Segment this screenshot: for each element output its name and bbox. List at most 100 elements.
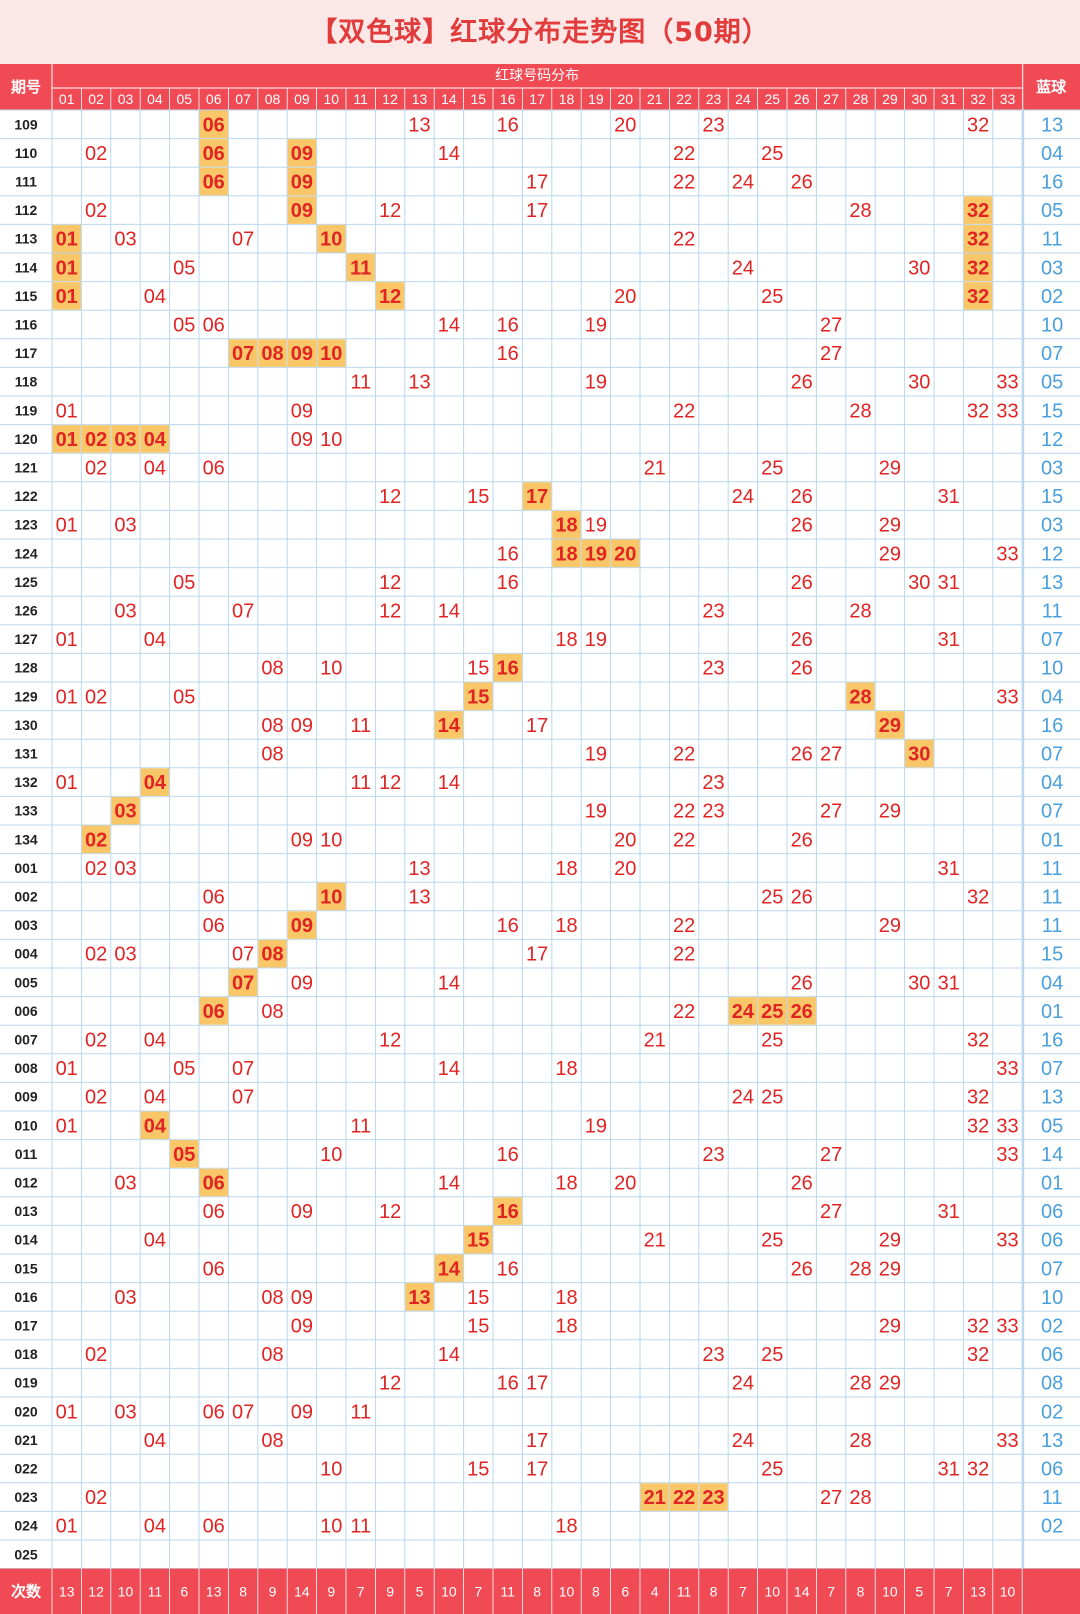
column-header-24: 24 (735, 91, 751, 107)
red-ball-number: 09 (291, 715, 313, 737)
count-value: 7 (739, 1583, 747, 1599)
highlight-cell (228, 339, 258, 367)
blue-ball-number: 05 (1041, 200, 1063, 222)
red-ball-number: 16 (497, 915, 519, 937)
red-ball-number: 04 (144, 286, 166, 308)
red-ball-number: 25 (761, 143, 783, 165)
blue-ball-number: 12 (1041, 429, 1063, 451)
red-ball-number: 26 (791, 629, 813, 651)
highlight-cell (52, 253, 81, 282)
highlight-cell (963, 253, 993, 282)
red-ball-number: 30 (908, 744, 930, 766)
red-ball-number: 22 (673, 1487, 695, 1509)
red-ball-number: 15 (467, 1230, 489, 1252)
red-ball-number: 07 (232, 1087, 254, 1109)
red-ball-number: 16 (497, 572, 519, 594)
red-ball-number: 33 (996, 1430, 1018, 1452)
red-ball-number: 33 (996, 1230, 1018, 1252)
red-ball-number: 32 (967, 286, 989, 308)
red-ball-number: 10 (320, 1459, 342, 1481)
red-ball-number: 32 (967, 257, 989, 279)
red-ball-number: 27 (820, 1144, 842, 1166)
count-value: 8 (592, 1583, 600, 1599)
red-ball-number: 10 (320, 887, 342, 909)
blue-ball-number: 07 (1041, 744, 1063, 766)
red-ball-number: 22 (673, 829, 695, 851)
blue-ball-number: 03 (1041, 458, 1063, 480)
red-ball-number: 25 (761, 458, 783, 480)
red-ball-number: 12 (379, 1373, 401, 1395)
period-header: 期号 (11, 78, 41, 96)
red-ball-number: 18 (555, 1316, 577, 1338)
red-ball-number: 10 (320, 429, 342, 451)
red-ball-number: 16 (497, 315, 519, 337)
highlight-cell (758, 997, 787, 1025)
blue-header-cell (1023, 64, 1080, 110)
red-ball-number: 17 (526, 172, 548, 194)
red-ball-number: 32 (967, 1030, 989, 1052)
column-header-29: 29 (882, 91, 898, 107)
red-ball-number: 11 (350, 372, 371, 394)
red-ball-number: 14 (438, 1258, 461, 1280)
highlight-cell (317, 339, 346, 367)
red-ball-number: 26 (791, 887, 813, 909)
period-label: 134 (14, 831, 38, 847)
red-ball-number: 04 (144, 1430, 166, 1452)
red-ball-number: 21 (644, 458, 666, 480)
period-label: 001 (14, 860, 38, 876)
highlight-cell (464, 682, 493, 711)
red-ball-number: 24 (732, 486, 754, 508)
red-ball-number: 25 (761, 1001, 783, 1023)
blue-ball-number: 02 (1041, 1316, 1063, 1338)
red-ball-number: 02 (85, 1344, 107, 1366)
count-value: 9 (327, 1583, 335, 1599)
red-ball-number: 07 (232, 944, 254, 966)
blue-ball-number: 03 (1041, 257, 1063, 279)
period-label: 111 (15, 174, 37, 190)
red-ball-number: 06 (203, 915, 225, 937)
red-ball-number: 23 (702, 601, 724, 623)
red-ball-number: 29 (879, 1230, 901, 1252)
red-ball-number: 15 (467, 658, 489, 680)
red-ball-number: 07 (232, 1058, 254, 1080)
blue-ball-number: 13 (1041, 1087, 1063, 1109)
period-label: 115 (15, 288, 38, 304)
red-ball-number: 26 (791, 1001, 813, 1023)
red-ball-number: 19 (585, 629, 607, 651)
red-ball-number: 11 (350, 1401, 371, 1423)
red-ball-number: 29 (879, 1373, 901, 1395)
red-ball-number: 31 (938, 972, 960, 994)
column-header-20: 20 (618, 91, 634, 107)
blue-ball-number: 01 (1041, 1173, 1063, 1195)
blue-ball-number: 06 (1041, 1230, 1063, 1252)
red-ball-number: 09 (291, 400, 313, 422)
count-value: 8 (533, 1583, 541, 1599)
period-label: 007 (14, 1032, 38, 1048)
red-ball-number: 19 (585, 744, 607, 766)
red-ball-number: 28 (849, 200, 871, 222)
red-ball-number: 31 (938, 1201, 960, 1223)
red-ball-number: 01 (56, 1058, 78, 1080)
period-label: 131 (14, 746, 38, 762)
red-ball-number: 18 (555, 1058, 577, 1080)
red-ball-number: 02 (85, 458, 107, 480)
blue-ball-number: 02 (1041, 1516, 1063, 1538)
blue-ball-number: 02 (1041, 1401, 1063, 1423)
blue-ball-number: 05 (1041, 372, 1063, 394)
red-ball-number: 23 (702, 1487, 724, 1509)
highlight-cell (728, 997, 758, 1025)
column-header-04: 04 (147, 91, 163, 107)
column-header-32: 32 (970, 91, 986, 107)
red-ball-number: 13 (408, 1287, 430, 1309)
red-ball-number: 07 (232, 972, 254, 994)
red-ball-number: 25 (761, 1459, 783, 1481)
red-ball-number: 16 (497, 114, 519, 136)
red-ball-number: 13 (408, 114, 430, 136)
red-ball-number: 26 (791, 744, 813, 766)
column-header-01: 01 (59, 91, 75, 107)
red-ball-number: 10 (320, 343, 342, 365)
period-label: 018 (14, 1346, 38, 1362)
red-ball-number: 20 (614, 858, 636, 880)
highlight-cell (258, 339, 287, 367)
